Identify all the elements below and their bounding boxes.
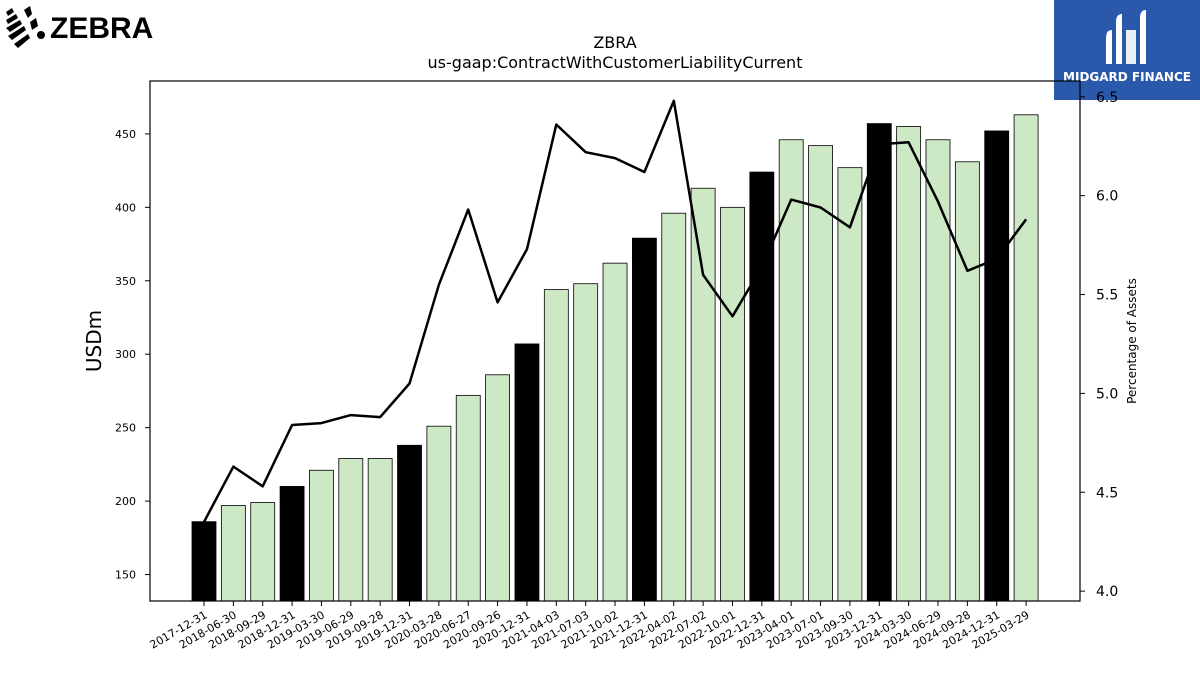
y2-tick-label: 4.0	[1096, 584, 1118, 600]
y-axis-label: USDm	[82, 310, 106, 372]
bar-2022-12-31	[749, 171, 775, 602]
bar-2021-10-02	[602, 262, 628, 602]
bar-2019-12-31	[397, 444, 422, 602]
y2-axis: 4.0 4.5 5.0 5.5 6.0 6.5	[1080, 90, 1118, 600]
bar-2019-06-29	[338, 458, 364, 602]
bar-2024-12-31	[984, 130, 1010, 602]
midgard-logo-text: MIDGARD FINANCE	[1063, 70, 1191, 84]
y-tick-label: 300	[115, 348, 136, 361]
bar-2024-06-29	[925, 139, 951, 602]
zebra-logo-mark: ZEBRA	[6, 6, 153, 48]
bar-2020-06-27	[455, 394, 481, 602]
y2-tick-label: 5.5	[1096, 288, 1118, 304]
chart-title: ZBRA	[593, 33, 636, 52]
y2-axis-label: Percentage of Assets	[1125, 278, 1139, 404]
bars-layer	[191, 114, 1039, 602]
y2-tick-label: 6.5	[1096, 90, 1118, 106]
y-axis: 150 200 250 300 350 400 450	[115, 128, 150, 582]
bar-2023-07-01	[808, 145, 833, 602]
bar-2021-04-03	[543, 289, 569, 602]
percentage-line	[202, 99, 1028, 523]
zebra-logo: ZEBRA	[4, 4, 154, 52]
y2-tick-label: 4.5	[1096, 485, 1118, 501]
y-tick-label: 400	[115, 201, 136, 214]
x-axis: 2017-12-312018-06-302018-09-292018-12-31…	[148, 601, 1032, 652]
bar-2022-10-01	[720, 206, 745, 602]
bar-2018-06-30	[220, 505, 246, 602]
bar-2021-12-31	[632, 237, 657, 602]
bar-2020-09-26	[485, 374, 511, 602]
bar-2019-09-28	[367, 458, 393, 602]
y2-tick-label: 5.0	[1096, 386, 1118, 402]
bar-2023-12-31	[866, 123, 892, 602]
bar-2025-03-29	[1013, 114, 1039, 602]
bar-2022-04-02	[661, 212, 687, 602]
bar-2020-12-31	[514, 343, 540, 602]
bar-2024-03-30	[896, 126, 922, 602]
bar-2023-09-30	[837, 167, 863, 602]
y-tick-label: 150	[115, 569, 136, 582]
bar-2021-07-03	[573, 283, 599, 602]
zebra-logo-text: ZEBRA	[50, 12, 153, 45]
chart-subtitle: us-gaap:ContractWithCustomerLiabilityCur…	[428, 53, 803, 72]
bar-2020-03-28	[426, 425, 452, 602]
bar-2024-09-28	[954, 161, 980, 602]
midgard-logo-mark: MIDGARD FINANCE	[1063, 10, 1191, 84]
bar-2022-07-02	[690, 187, 716, 602]
y-tick-label: 250	[115, 422, 136, 435]
midgard-logo: MIDGARD FINANCE	[1054, 0, 1200, 100]
bar-2018-09-29	[250, 502, 276, 602]
y2-tick-label: 6.0	[1096, 189, 1118, 205]
line-layer	[202, 99, 1028, 523]
bar-2018-12-31	[279, 486, 305, 602]
y-tick-label: 200	[115, 495, 136, 508]
bar-2023-04-01	[778, 139, 804, 602]
bar-2019-03-30	[309, 469, 334, 602]
y-tick-label: 350	[115, 275, 136, 288]
bar-2017-12-31	[191, 521, 217, 602]
y-tick-label: 450	[115, 128, 136, 141]
